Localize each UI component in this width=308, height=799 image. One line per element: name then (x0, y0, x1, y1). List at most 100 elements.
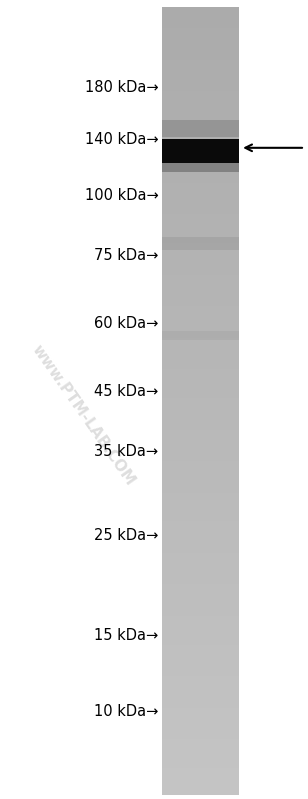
Bar (162, 42, 239, 45)
Bar (162, 46, 239, 50)
Bar (162, 731, 239, 734)
Bar (162, 561, 239, 564)
Bar (162, 181, 239, 184)
Bar (162, 60, 239, 63)
Bar (162, 545, 239, 548)
Bar (162, 658, 239, 662)
Bar (162, 708, 239, 711)
Bar (162, 233, 239, 237)
Bar (162, 222, 239, 226)
Bar (162, 175, 239, 178)
Bar (162, 288, 239, 292)
Bar (162, 316, 239, 320)
Text: 10 kDa→: 10 kDa→ (94, 704, 159, 718)
Text: 35 kDa→: 35 kDa→ (95, 444, 159, 459)
Text: 60 kDa→: 60 kDa→ (94, 316, 159, 331)
Bar (162, 62, 239, 66)
Bar (162, 136, 239, 139)
Bar (162, 498, 239, 501)
Bar (162, 770, 239, 774)
Bar (162, 522, 239, 525)
Bar (162, 144, 239, 147)
Bar (162, 264, 239, 268)
Bar (162, 503, 239, 507)
Bar (162, 236, 239, 239)
Bar (162, 375, 239, 378)
Bar (162, 600, 239, 603)
Bar (162, 674, 239, 677)
Bar (162, 396, 239, 399)
Bar (162, 443, 239, 446)
Bar (162, 28, 239, 32)
Bar (162, 453, 239, 456)
Bar (162, 254, 239, 257)
Bar (162, 726, 239, 729)
Bar (162, 686, 239, 690)
Bar (162, 78, 239, 81)
Bar (162, 784, 239, 787)
Bar (162, 741, 239, 745)
Bar (162, 698, 239, 701)
Bar (162, 634, 239, 638)
Bar (162, 170, 239, 173)
Bar (162, 65, 239, 69)
Bar (162, 225, 239, 229)
Bar (162, 781, 239, 785)
Bar (162, 125, 239, 129)
Bar (162, 485, 239, 488)
Bar (162, 107, 239, 110)
Bar (162, 212, 239, 215)
Bar (162, 214, 239, 218)
Bar (162, 406, 239, 409)
Bar (162, 569, 239, 572)
Bar (162, 309, 239, 312)
Bar (162, 237, 239, 250)
Bar (162, 540, 239, 543)
Bar (162, 393, 239, 396)
Bar (162, 93, 239, 97)
Bar (162, 275, 239, 278)
Bar (162, 240, 239, 244)
Bar (162, 159, 239, 163)
Bar (162, 154, 239, 157)
Bar (162, 676, 239, 680)
Bar (162, 786, 239, 789)
Bar (162, 97, 239, 100)
Bar (162, 435, 239, 438)
Bar (162, 54, 239, 58)
Bar (162, 356, 239, 360)
Bar (162, 490, 239, 493)
Bar (162, 532, 239, 535)
Bar (162, 653, 239, 656)
Bar (162, 755, 239, 758)
Bar (162, 112, 239, 116)
Bar (162, 752, 239, 756)
Bar (162, 448, 239, 451)
Bar (162, 209, 239, 213)
Bar (162, 348, 239, 352)
Bar (162, 616, 239, 619)
Bar (162, 655, 239, 658)
Bar (162, 430, 239, 433)
Bar (162, 248, 239, 252)
Bar (162, 682, 239, 685)
Bar (162, 86, 239, 89)
Bar (162, 328, 239, 331)
Bar (162, 162, 239, 165)
Bar (162, 101, 239, 105)
Bar (162, 626, 239, 630)
Bar (162, 747, 239, 750)
Bar (162, 217, 239, 221)
Bar (162, 608, 239, 611)
Bar (162, 139, 239, 163)
Text: 100 kDa→: 100 kDa→ (85, 189, 159, 203)
Bar (162, 432, 239, 435)
Bar (162, 91, 239, 94)
Bar (162, 471, 239, 475)
Bar (162, 492, 239, 496)
Bar (162, 31, 239, 34)
Bar (162, 196, 239, 200)
Bar (162, 312, 239, 315)
Bar (162, 455, 239, 459)
Bar (162, 437, 239, 441)
